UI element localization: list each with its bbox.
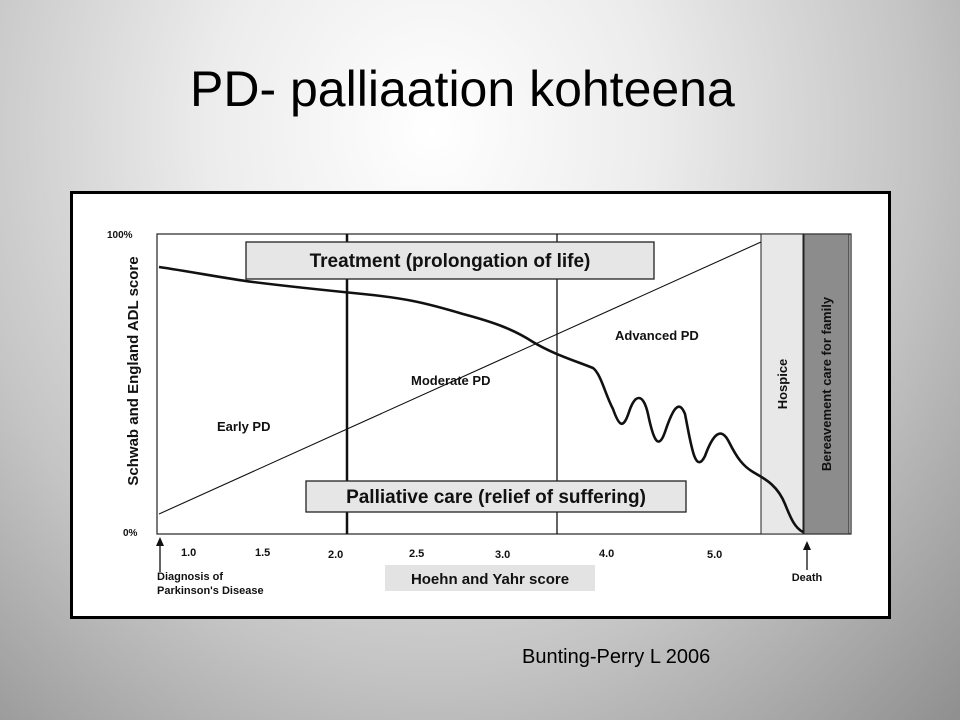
plot-area — [156, 233, 852, 535]
stage-label-advanced: Advanced PD — [615, 328, 699, 343]
x-tick-3-0: 3.0 — [495, 549, 510, 561]
x-tick-4-0: 4.0 — [599, 548, 614, 560]
stage-label-moderate: Moderate PD — [411, 373, 490, 388]
death-arrow-head — [803, 541, 811, 550]
pd-palliation-diagram: Hospice Bereavement care for family Trea… — [107, 230, 852, 597]
x-axis-label: Hoehn and Yahr score — [411, 571, 569, 588]
palliative-box-label: Palliative care (relief of suffering) — [346, 487, 646, 508]
palliative-box — [305, 480, 687, 513]
stage-label-early: Early PD — [217, 419, 270, 434]
treatment-box — [245, 241, 655, 280]
y-tick-0: 0% — [123, 528, 138, 539]
treatment-box-label: Treatment (prolongation of life) — [310, 251, 591, 272]
x-tick-5-0: 5.0 — [707, 549, 722, 561]
slide-title: PD- palliaation kohteena — [190, 61, 735, 117]
hospice-label: Hospice — [775, 359, 790, 410]
bereavement-band — [803, 233, 850, 535]
y-tick-100: 100% — [107, 230, 133, 241]
bereavement-label: Bereavement care for family — [819, 296, 834, 471]
y-axis-label: Schwab and England ADL score — [125, 256, 142, 485]
adl-decline-curve — [158, 265, 804, 534]
hospice-band — [760, 233, 804, 535]
figure-frame: Hospice Bereavement care for family Trea… — [70, 191, 891, 619]
diagnosis-label-line2: Parkinson's Disease — [157, 585, 264, 597]
x-tick-1-5: 1.5 — [255, 547, 270, 559]
citation: Bunting-Perry L 2006 — [522, 646, 711, 668]
x-tick-2-0: 2.0 — [328, 549, 343, 561]
death-label: Death — [792, 572, 823, 584]
palliative-care-line — [158, 241, 762, 515]
x-tick-2-5: 2.5 — [409, 548, 424, 560]
diagnosis-label-line1: Diagnosis of — [157, 571, 223, 583]
x-tick-1-0: 1.0 — [181, 547, 196, 559]
x-axis-label-box — [385, 565, 595, 591]
diagnosis-arrow-head — [156, 537, 164, 546]
